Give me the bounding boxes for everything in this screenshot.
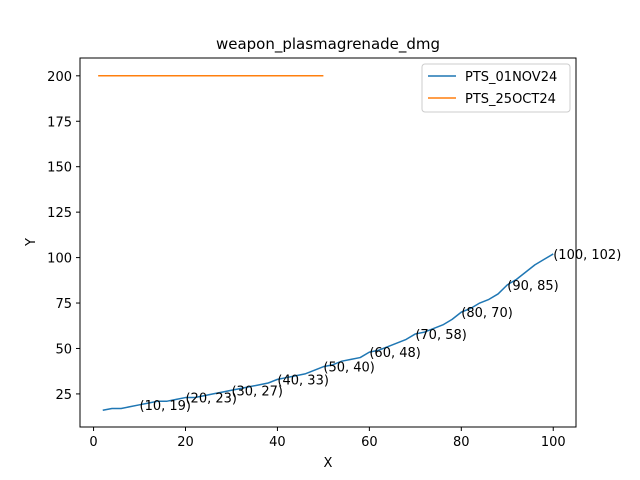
data-label: (30, 27) — [231, 384, 283, 399]
x-tick-label: 0 — [89, 435, 97, 450]
data-label: (70, 58) — [415, 328, 467, 343]
legend-label: PTS_25OCT24 — [465, 92, 556, 107]
y-axis: 25 50 75 100 125 150 175 200 — [47, 70, 80, 403]
data-label: (20, 23) — [185, 392, 237, 407]
data-label: (100, 102) — [553, 248, 621, 263]
legend: PTS_01NOV24 PTS_25OCT24 — [421, 63, 571, 113]
y-tick-label: 50 — [55, 342, 72, 357]
legend-box — [421, 63, 571, 113]
x-axis: 0 20 40 60 80 100 — [89, 427, 566, 450]
x-tick-label: 20 — [177, 435, 194, 450]
x-tick-label: 80 — [453, 435, 470, 450]
data-label: (80, 70) — [461, 306, 512, 321]
data-label: (60, 48) — [369, 346, 421, 361]
x-tick-label: 40 — [269, 435, 286, 450]
y-tick-label: 200 — [47, 70, 72, 85]
y-axis-label: Y — [24, 238, 39, 247]
y-tick-label: 175 — [47, 115, 72, 130]
y-tick-label: 25 — [55, 388, 72, 403]
x-tick-label: 100 — [541, 435, 566, 450]
data-label: (50, 40) — [323, 361, 375, 376]
y-tick-label: 150 — [47, 161, 72, 176]
y-tick-label: 125 — [47, 206, 72, 221]
data-label: (10, 19) — [140, 399, 192, 414]
y-tick-label: 75 — [55, 297, 72, 312]
plot-area: (10, 19)(20, 23)(30, 27)(40, 33)(50, 40)… — [98, 75, 621, 414]
legend-label: PTS_01NOV24 — [465, 70, 557, 85]
x-tick-label: 60 — [361, 435, 378, 450]
series-line-pts-01nov24 — [102, 253, 554, 412]
x-axis-label: X — [324, 456, 333, 471]
chart-title: weapon_plasmagrenade_dmg — [216, 35, 440, 54]
axes-frame — [79, 57, 577, 428]
y-tick-label: 100 — [47, 252, 72, 267]
data-label: (40, 33) — [277, 373, 329, 388]
data-label: (90, 85) — [507, 279, 559, 294]
